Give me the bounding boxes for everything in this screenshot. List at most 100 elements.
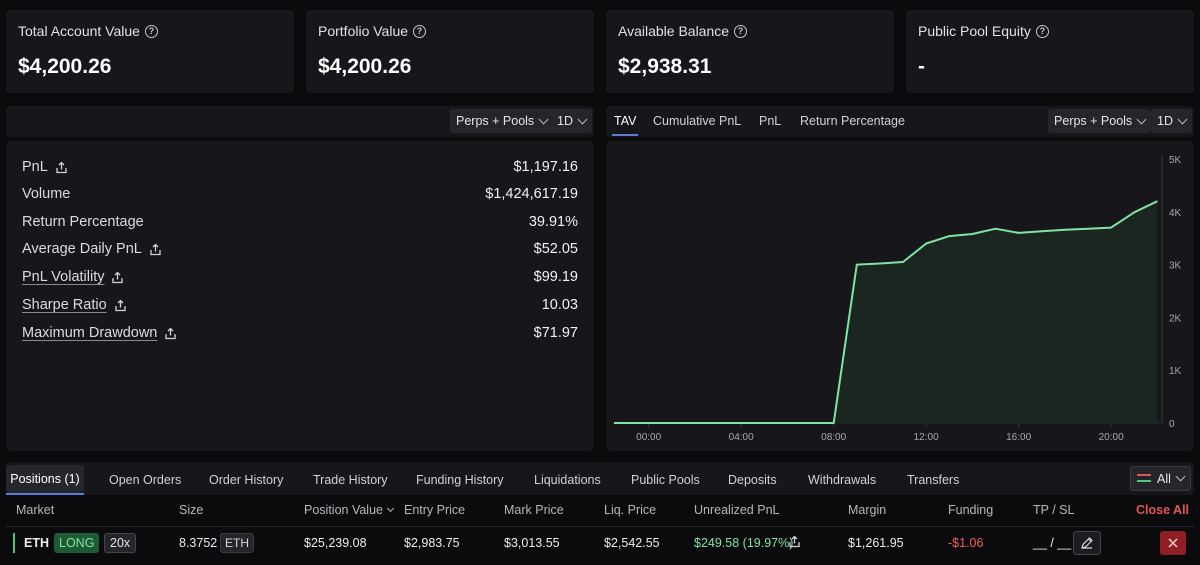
share-icon[interactable] (164, 327, 177, 340)
stat-label: Public Pool Equity (918, 23, 1031, 39)
active-tab-indicator (6, 493, 84, 495)
tab-label: Positions (1) (10, 472, 80, 486)
metric-row-sharpe-ratio: Sharpe Ratio 10.03 (22, 295, 578, 315)
tab-liquidations[interactable]: Liquidations (534, 465, 601, 495)
y-tick-label: 4K (1169, 208, 1182, 219)
metric-label-link[interactable]: PnL Volatility (22, 269, 105, 285)
chevron-down-icon (577, 114, 588, 124)
x-tick-label: 04:00 (729, 432, 754, 443)
positions-filter-dropdown[interactable]: All (1130, 466, 1191, 491)
tab-label: Return Percentage (800, 114, 905, 128)
metric-row-average-daily-pnl: Average Daily PnL $52.05 (22, 239, 578, 259)
tab-return-percentage[interactable]: Return Percentage (800, 106, 905, 136)
stat-label: Portfolio Value (318, 23, 409, 39)
col-header-margin: Margin (848, 503, 887, 517)
col-header-liq-price: Liq. Price (604, 503, 657, 517)
share-icon[interactable] (149, 243, 162, 256)
tab-open-orders[interactable]: Open Orders (109, 465, 181, 495)
tab-label: Trade History (313, 473, 388, 487)
metric-row-return-percentage: Return Percentage 39.91% (22, 212, 578, 232)
market-filter-dropdown[interactable]: Perps + Pools (450, 109, 554, 133)
market-symbol[interactable]: ETH (24, 536, 49, 550)
help-icon[interactable]: ? (734, 24, 748, 38)
tav-chart-panel: 5K 4K 3K 2K 1K 0 00:00 04:00 08:00 12:00 16:00 20:0… (606, 141, 1194, 451)
tab-cumulative-pnl[interactable]: Cumulative PnL (653, 106, 741, 136)
y-tick-label: 0 (1169, 419, 1175, 430)
metric-label: PnL (22, 159, 48, 175)
tab-public-pools[interactable]: Public Pools (631, 465, 700, 495)
x-tick-label: 20:00 (1099, 432, 1124, 443)
metric-label: Average Daily PnL (22, 241, 142, 257)
tab-deposits[interactable]: Deposits (728, 465, 777, 495)
leverage-badge[interactable]: 20x (104, 533, 137, 553)
stat-card-total-account-value: Total Account Value? $4,200.26 (6, 10, 294, 93)
col-header-entry-price: Entry Price (404, 503, 466, 517)
tp-sl-value: __ / __ (1033, 536, 1072, 550)
col-header-market: Market (16, 503, 55, 517)
share-icon[interactable] (111, 271, 124, 284)
close-position-button[interactable] (1160, 531, 1186, 555)
close-icon (1168, 538, 1178, 548)
pencil-icon (1081, 537, 1093, 549)
tab-label: Public Pools (631, 473, 700, 487)
tab-label: TAV (614, 114, 637, 128)
close-all-button[interactable]: Close All (1136, 503, 1190, 517)
col-header-unrealized-pnl: Unrealized PnL (694, 503, 780, 517)
col-header-position-value[interactable]: Position Value (304, 503, 395, 517)
tab-transfers[interactable]: Transfers (907, 465, 959, 495)
edit-tp-sl-button[interactable] (1073, 531, 1101, 555)
metrics-panel: PnL $1,197.16 Volume $1,424,617.19 Retur… (6, 141, 594, 451)
stat-value: $4,200.26 (318, 55, 412, 78)
tav-series-line (614, 200, 1158, 424)
tab-label: Funding History (416, 473, 504, 487)
metric-label-link[interactable]: Sharpe Ratio (22, 297, 107, 313)
share-icon[interactable] (788, 535, 801, 548)
tab-withdrawals[interactable]: Withdrawals (808, 465, 876, 495)
tab-funding-history[interactable]: Funding History (416, 465, 504, 495)
tab-label: Cumulative PnL (653, 114, 742, 128)
stat-label: Total Account Value (18, 23, 140, 39)
share-icon[interactable] (55, 161, 68, 174)
unrealized-pnl: $249.58 (19.97%) (694, 536, 794, 550)
liq-price: $2,542.55 (604, 536, 660, 550)
share-icon[interactable] (114, 299, 127, 312)
bottom-tabs-bar: Positions (1) Open Orders Order History … (6, 462, 1194, 495)
help-icon[interactable]: ? (1035, 24, 1049, 38)
metric-value: 10.03 (541, 297, 578, 313)
stat-label: Available Balance (618, 23, 730, 39)
x-tick-label: 08:00 (821, 432, 846, 443)
position-value: $25,239.08 (304, 536, 367, 550)
tab-label: PnL (759, 114, 782, 128)
tab-order-history[interactable]: Order History (209, 465, 283, 495)
tab-label: Open Orders (109, 473, 182, 487)
chart-toolbar: TAV Cumulative PnL PnL Return Percentage… (606, 106, 1194, 137)
active-tab-indicator (612, 134, 639, 136)
filter-lines-icon (1137, 473, 1151, 484)
tav-area-fill (614, 201, 1158, 423)
tab-tav[interactable]: TAV (612, 106, 639, 136)
funding-value: -$1.06 (948, 536, 984, 550)
stat-card-portfolio-value: Portfolio Value? $4,200.26 (306, 10, 594, 93)
help-icon[interactable]: ? (413, 24, 427, 38)
dropdown-label: All (1157, 471, 1171, 486)
tab-positions[interactable]: Positions (1) (6, 465, 84, 495)
metric-label: Volume (22, 186, 71, 202)
tab-trade-history[interactable]: Trade History (313, 465, 388, 495)
table-divider (6, 526, 1194, 527)
chevron-down-icon (1136, 114, 1147, 124)
chart-timeframe-dropdown[interactable]: 1D (1151, 109, 1192, 133)
entry-price: $2,983.75 (404, 536, 460, 550)
metric-row-maximum-drawdown: Maximum Drawdown $71.97 (22, 323, 578, 343)
table-row: ETH LONG 20x 8.3752 ETH $25,239.08 $2,98… (6, 527, 1194, 565)
sort-chevron-icon (386, 504, 395, 512)
position-size: 8.3752 (179, 536, 218, 550)
metric-value: $1,197.16 (513, 159, 578, 175)
chart-filter-dropdown[interactable]: Perps + Pools (1048, 109, 1152, 133)
margin-value: $1,261.95 (848, 536, 904, 550)
timeframe-dropdown[interactable]: 1D (551, 109, 592, 133)
tab-pnl[interactable]: PnL (759, 106, 781, 136)
help-icon[interactable]: ? (144, 24, 158, 38)
dropdown-label: 1D (557, 114, 573, 128)
metric-label-link[interactable]: Maximum Drawdown (22, 325, 158, 341)
metric-value: $1,424,617.19 (485, 186, 578, 202)
